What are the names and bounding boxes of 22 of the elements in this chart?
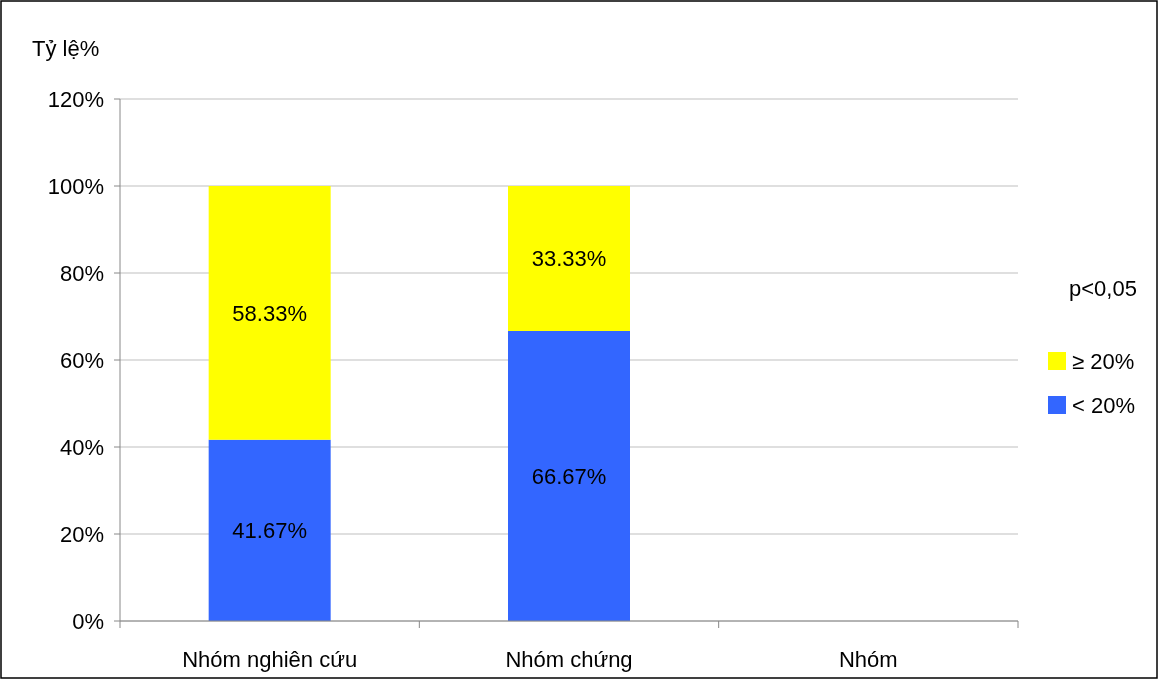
bar: [508, 186, 630, 331]
legend-label: ≥ 20%: [1072, 349, 1135, 374]
bar: [508, 330, 630, 621]
y-axis-title: Tỷ lệ%: [32, 36, 100, 61]
data-label: 66.67%: [531, 463, 607, 489]
text: p<0,05: [1069, 276, 1137, 301]
y-tick-label: 20%: [59, 522, 104, 547]
y-tick-label: 40%: [59, 435, 104, 460]
y-tick-label: 120%: [47, 87, 104, 112]
bar: [208, 439, 331, 621]
y-tick-label: 0%: [72, 609, 104, 634]
x-tick-label: Nhóm: [838, 647, 898, 672]
y-tick-label: 80%: [59, 261, 104, 286]
x-tick-label: Nhóm nghiên cứu: [182, 647, 358, 672]
legend-label: < 20%: [1072, 393, 1135, 418]
data-label: 33.33%: [531, 246, 607, 272]
bar: [208, 186, 331, 440]
data-label: 58.33%: [232, 300, 307, 326]
y-tick-label: 100%: [47, 174, 104, 199]
data-label: 41.67%: [232, 518, 307, 544]
y-tick-label: 60%: [59, 348, 104, 373]
x-tick-label: Nhóm chứng: [505, 647, 633, 672]
